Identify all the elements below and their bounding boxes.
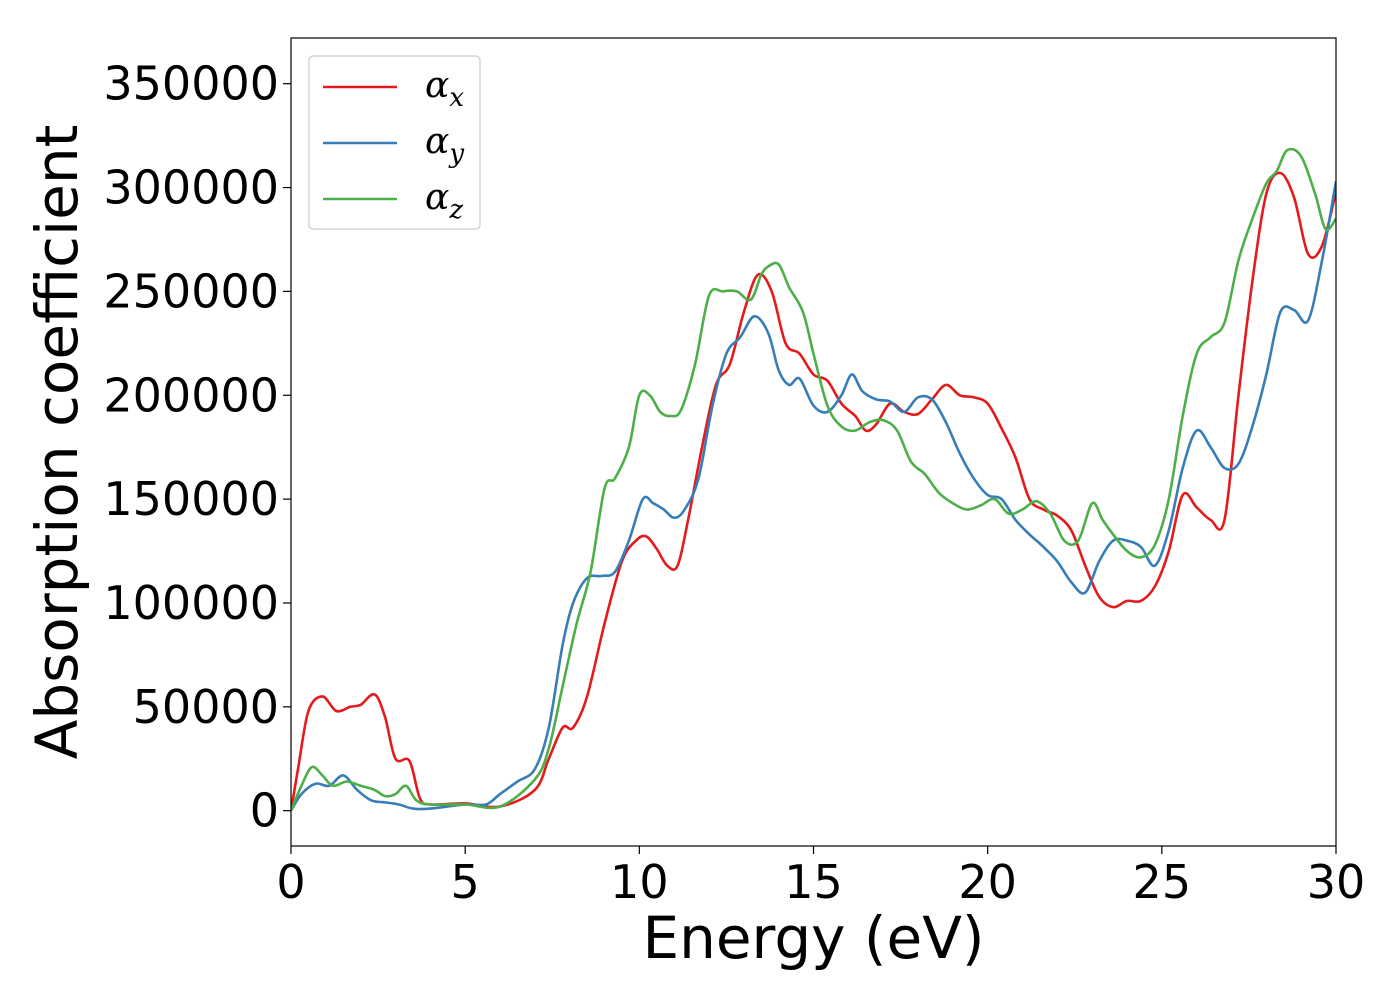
legend-label-z: αz	[425, 177, 463, 225]
y-tick-label: 250000	[103, 264, 279, 318]
x-tick-label: 20	[958, 855, 1017, 909]
x-tick-label: 15	[784, 855, 843, 909]
series-layer	[291, 147, 1336, 812]
series-line-y	[291, 181, 1336, 812]
y-tick-label: 150000	[103, 472, 279, 526]
y-tick-label: 200000	[103, 368, 279, 422]
legend-label-y: αy	[425, 121, 464, 169]
legend: αx αy αz	[308, 55, 481, 230]
x-tick-label: 30	[1307, 855, 1366, 909]
y-tick-label: 300000	[103, 161, 279, 215]
x-axis-title: Energy (eV)	[642, 904, 984, 972]
legend-label-x: αx	[425, 65, 464, 113]
y-axis-ticks: 0 50000 100000 150000 200000 250000 300000 3500…	[103, 57, 291, 838]
x-tick-label: 0	[276, 855, 305, 909]
y-tick-label: 0	[250, 784, 279, 838]
y-tick-label: 50000	[133, 680, 279, 734]
x-tick-label: 10	[610, 855, 669, 909]
x-axis-ticks: 0 5 10 15 20 25 30	[276, 846, 1365, 909]
x-tick-label: 25	[1133, 855, 1192, 909]
series-line-z	[291, 147, 1336, 812]
y-axis-title: Absorption coefficient	[23, 125, 91, 760]
x-tick-label: 5	[451, 855, 480, 909]
y-tick-label: 100000	[103, 576, 279, 630]
y-tick-label: 350000	[103, 57, 279, 111]
